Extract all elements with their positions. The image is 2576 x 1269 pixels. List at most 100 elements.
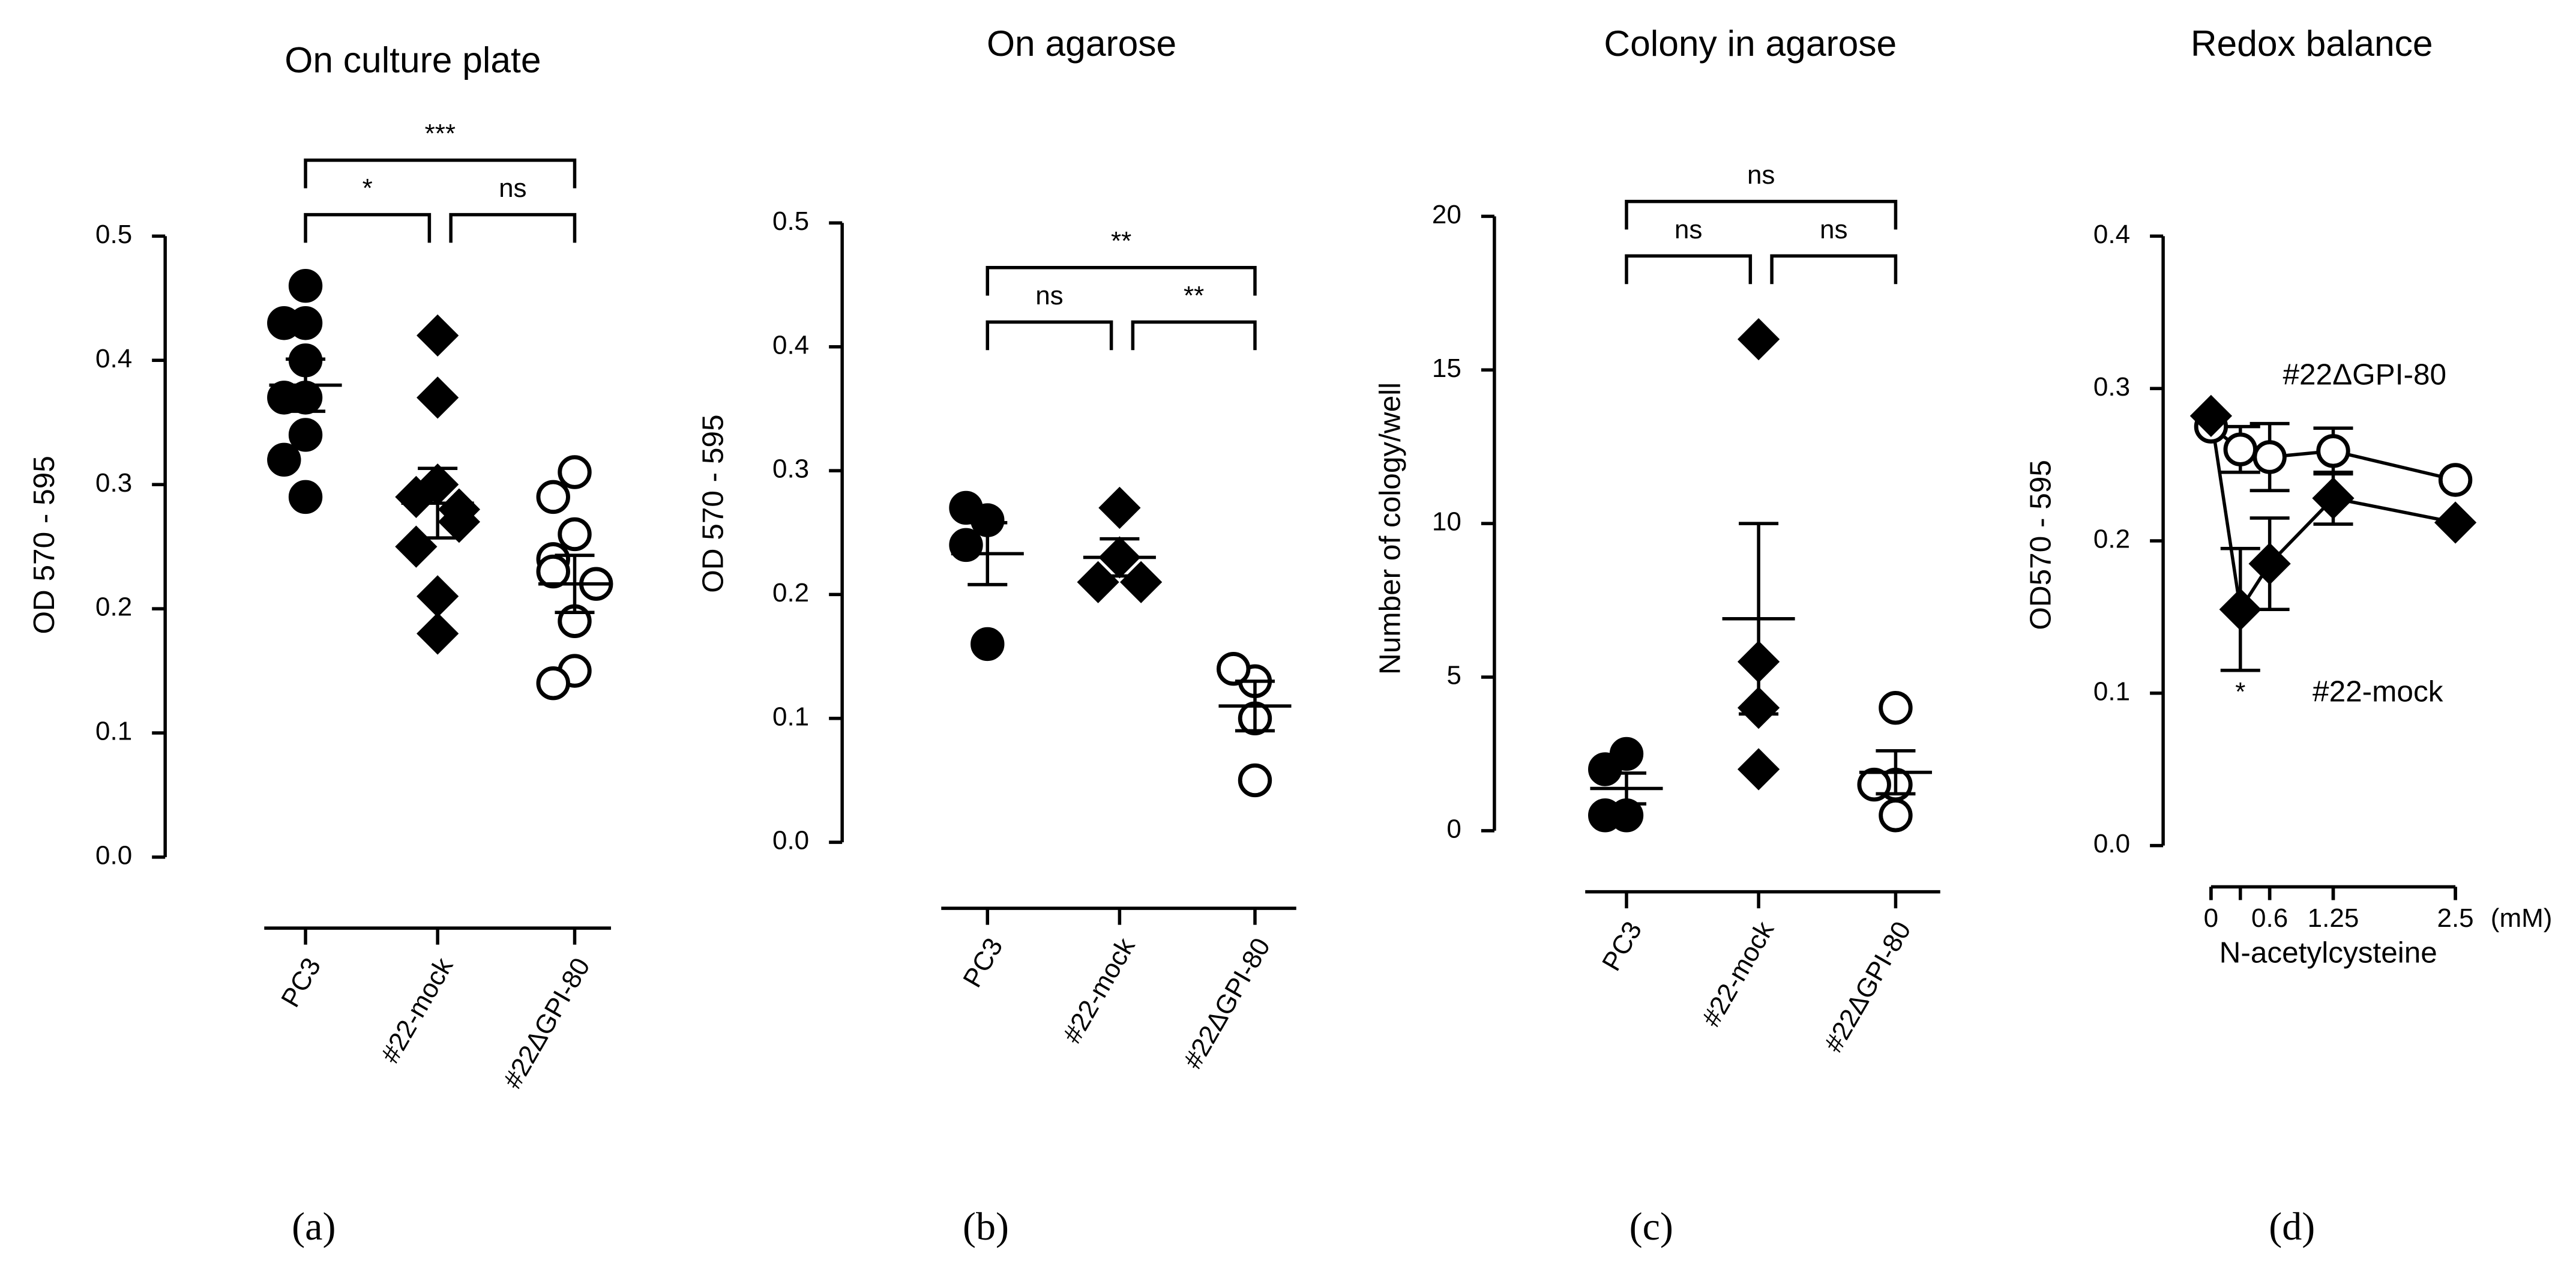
series-label: #22ΔGPI-80 — [2283, 358, 2446, 391]
sig-label: ns — [1035, 281, 1063, 310]
point — [1588, 752, 1622, 786]
sig-bracket — [986, 320, 1113, 351]
y-axis-label: OD 570 - 595 — [696, 414, 729, 592]
y-tick-label: 0.4 — [95, 344, 132, 373]
y-tick-label: 0.1 — [772, 702, 809, 731]
y-axis-label: OD 570 - 595 — [28, 456, 61, 634]
y-axis-label: Number of cology/well — [1373, 382, 1406, 675]
point — [2438, 463, 2473, 497]
point — [2248, 542, 2291, 585]
sig-label: ns — [1747, 160, 1775, 190]
y-tick-label: 0.2 — [772, 578, 809, 607]
y-axis-label: OD570 - 595 — [2024, 460, 2057, 630]
sig-label: ns — [1675, 215, 1702, 244]
point — [2434, 501, 2477, 544]
x-axis-label: N-acetylcysteine — [2219, 936, 2437, 969]
sig-bracket — [304, 158, 577, 188]
panel-label: (a) — [292, 1205, 336, 1249]
panel-title: Colony in agarose — [1604, 23, 1897, 64]
sig-bracket — [1625, 254, 1753, 285]
point — [2312, 477, 2355, 520]
point — [1588, 798, 1622, 833]
point — [2316, 434, 2350, 468]
y-tick-label: 0.3 — [2093, 372, 2130, 402]
sig-bracket — [1625, 199, 1898, 230]
point — [288, 268, 323, 303]
x-tick-label: #22ΔGPI-80 — [1819, 917, 1917, 1057]
sig-label: *** — [425, 119, 456, 148]
sig-bracket — [1131, 320, 1257, 351]
x-tick-label: #22ΔGPI-80 — [1178, 933, 1277, 1073]
point — [1238, 763, 1272, 798]
x-tick-label: #22-mock — [1696, 916, 1780, 1032]
sig-bracket — [986, 265, 1257, 296]
y-tick-label: 0.1 — [2093, 677, 2130, 706]
sig-label: * — [363, 173, 373, 203]
sig-label: ns — [499, 173, 526, 203]
point — [1737, 318, 1780, 361]
y-tick-label: 0.2 — [2093, 525, 2130, 554]
panel-label: (b) — [963, 1205, 1009, 1249]
point — [1879, 798, 1913, 833]
point — [2223, 432, 2257, 466]
point — [536, 480, 570, 514]
x-tick-label: #22-mock — [375, 953, 459, 1069]
point — [288, 480, 323, 514]
series-label: #22-mock — [2313, 675, 2443, 708]
panel-title: Redox balance — [2191, 23, 2433, 64]
x-tick-label: PC3 — [275, 953, 327, 1012]
panel-title: On agarose — [987, 23, 1176, 64]
point — [949, 490, 983, 525]
point — [558, 517, 592, 552]
sig-bracket — [449, 213, 577, 243]
y-tick-label: 0.2 — [95, 592, 132, 622]
point — [1879, 690, 1913, 725]
sig-bracket — [304, 213, 432, 243]
point — [949, 528, 983, 562]
point — [288, 418, 323, 452]
point — [1217, 652, 1251, 686]
sig-label: ** — [1184, 281, 1204, 310]
y-tick-label: 0.1 — [95, 717, 132, 746]
point — [536, 554, 570, 589]
panel-label: (d) — [2269, 1205, 2315, 1249]
point — [971, 627, 1005, 662]
sig-label: ** — [1111, 226, 1131, 256]
y-tick-label: 15 — [1432, 354, 1461, 383]
point — [536, 666, 570, 701]
annotation: * — [2235, 677, 2245, 707]
point — [1737, 748, 1780, 791]
panel-title: On culture plate — [284, 40, 541, 80]
x-tick-label: #22-mock — [1058, 933, 1142, 1049]
y-tick-label: 0.3 — [95, 468, 132, 498]
point — [1857, 767, 1891, 802]
sig-bracket — [1770, 254, 1898, 285]
sig-label: ns — [1820, 215, 1847, 244]
point — [395, 525, 438, 568]
point — [417, 376, 459, 419]
x-tick-label: #22ΔGPI-80 — [498, 953, 596, 1093]
point — [267, 442, 301, 477]
y-tick-label: 0.4 — [2093, 220, 2130, 249]
x-unit: (mM) — [2491, 903, 2553, 933]
point — [438, 501, 481, 543]
point — [267, 381, 301, 415]
point — [2219, 588, 2262, 631]
x-tick-label: PC3 — [957, 933, 1008, 992]
x-tick-label: 2.5 — [2437, 903, 2473, 933]
y-tick-label: 0.0 — [95, 840, 132, 870]
y-tick-label: 0.4 — [772, 330, 809, 360]
point — [417, 612, 459, 655]
y-tick-label: 5 — [1446, 661, 1461, 690]
y-tick-label: 0 — [1446, 814, 1461, 843]
point — [417, 575, 459, 618]
y-tick-label: 0.5 — [772, 206, 809, 236]
y-tick-label: 10 — [1432, 507, 1461, 537]
point — [267, 306, 301, 340]
point — [2189, 394, 2233, 438]
y-tick-label: 0.3 — [772, 454, 809, 484]
y-tick-label: 0.0 — [772, 826, 809, 855]
point — [1098, 486, 1141, 529]
point — [417, 314, 459, 357]
